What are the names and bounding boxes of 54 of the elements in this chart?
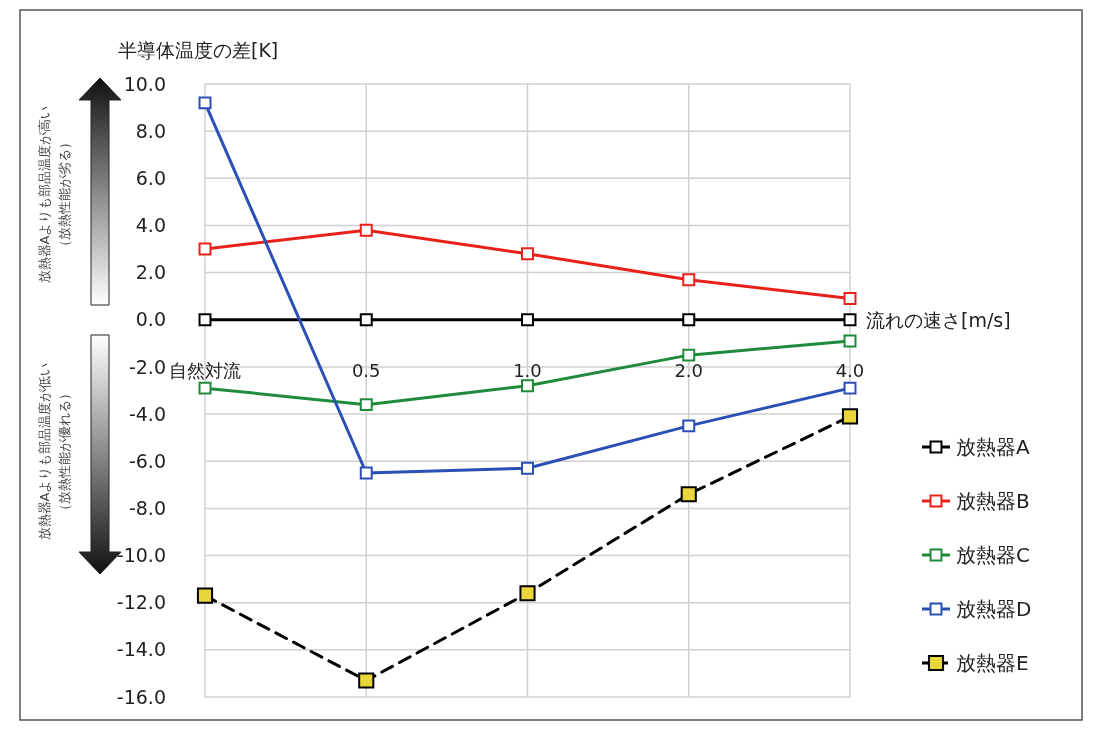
text: 放熱器Aよりも部品温度が低い: [36, 362, 52, 541]
y-tick-label: 8.0: [135, 119, 166, 142]
x-tick-label: 自然対流: [169, 360, 241, 381]
x-tick-label: 4.0: [835, 360, 865, 381]
y-tick-label: 0.0: [135, 308, 166, 331]
point: [519, 585, 536, 602]
point: [680, 486, 697, 503]
point: [843, 313, 857, 327]
y-tick-label: -2.0: [128, 355, 166, 378]
point: [682, 419, 696, 433]
point: [198, 313, 212, 327]
point: [843, 292, 857, 306]
y-tick-label: -10.0: [116, 544, 166, 567]
legend-label: 放熱器C: [956, 543, 1030, 567]
x-axis-title: 流れの速さ[m/s]: [866, 309, 1011, 331]
legend-label: 放熱器B: [956, 489, 1030, 513]
text: 放熱器Aよりも部品温度が高い: [36, 105, 52, 284]
point: [682, 273, 696, 287]
text: （放熱性能が劣る）: [56, 136, 72, 253]
point: [196, 587, 214, 604]
point: [521, 461, 534, 475]
point: [198, 96, 212, 110]
point: [521, 247, 534, 261]
point: [198, 381, 212, 395]
point: [521, 379, 534, 393]
y-tick-label: -14.0: [116, 638, 166, 661]
text: （放熱性能が優れる）: [56, 386, 72, 517]
x-tick-label: 2.0: [674, 360, 704, 381]
legend-label: 放熱器E: [956, 651, 1029, 675]
point: [359, 223, 373, 237]
x-tick-label: 0.5: [351, 360, 381, 381]
y-tick-label: 4.0: [135, 214, 166, 237]
point: [682, 348, 696, 362]
point: [358, 672, 375, 689]
legend-label: 放熱器D: [956, 597, 1032, 621]
y-tick-label: -6.0: [128, 449, 166, 472]
y-tick-label: 6.0: [135, 166, 166, 189]
y-tick-label: -8.0: [128, 497, 166, 520]
point: [841, 408, 859, 425]
point: [359, 398, 373, 412]
y-tick-label: -16.0: [116, 685, 166, 708]
point: [198, 242, 212, 256]
point: [843, 381, 857, 395]
point: [682, 313, 696, 327]
legend-label: 放熱器A: [956, 435, 1030, 459]
y-axis-title: 半導体温度の差[K]: [118, 39, 279, 61]
point: [359, 313, 373, 327]
y-tick-label: -12.0: [116, 591, 166, 614]
point: [359, 466, 373, 480]
y-tick-label: 2.0: [135, 261, 166, 284]
x-tick-label: 1.0: [513, 360, 542, 381]
y-tick-label: 10.0: [123, 72, 166, 95]
y-tick-label: -4.0: [128, 402, 166, 425]
point: [521, 313, 534, 327]
